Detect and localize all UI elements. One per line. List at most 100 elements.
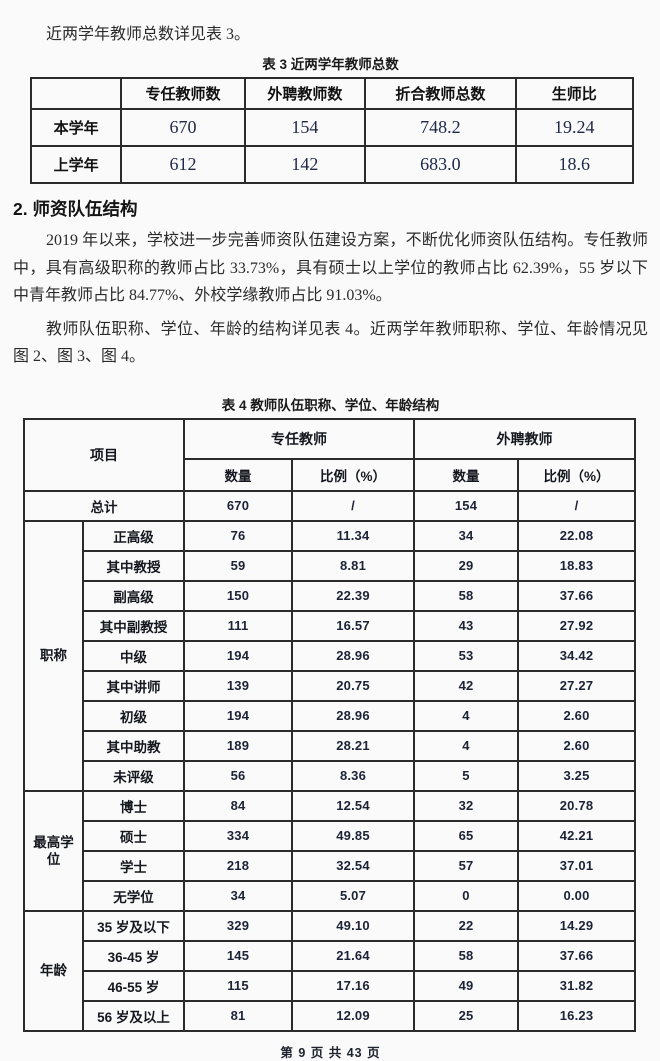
group-label-cell: 最高学位 — [23, 789, 84, 912]
table3-header-cell: 生师比 — [514, 77, 635, 110]
data-cell: 20.75 — [291, 669, 415, 702]
row-label: 56 岁及以上 — [82, 999, 185, 1032]
table3-header-cell: 折合教师总数 — [364, 77, 517, 110]
data-cell: 22.39 — [291, 579, 415, 612]
body-paragraph-1: 2019 年以来，学校进一步完善师资队伍建设方案，不断优化师资队伍结构。专任教师… — [13, 232, 648, 304]
data-cell: 27.27 — [517, 669, 636, 702]
data-cell: 34.42 — [517, 639, 636, 672]
data-cell: 32.54 — [291, 849, 415, 882]
row-label: 其中讲师 — [82, 669, 185, 702]
data-cell: 11.34 — [291, 519, 415, 552]
row-label: 35 岁及以下 — [82, 909, 185, 942]
table-row: 无学位 34 5.07 0 0.00 — [24, 879, 636, 912]
section-heading: 2. 师资队伍结构 — [13, 199, 138, 219]
data-cell: 34 — [183, 879, 293, 912]
data-cell: 59 — [183, 549, 293, 582]
data-cell: 18.6 — [514, 145, 635, 184]
row-label: 上学年 — [29, 145, 123, 184]
table-row: 初级 194 28.96 4 2.60 — [24, 699, 636, 732]
data-cell: 21.64 — [291, 939, 415, 972]
row-label: 其中教授 — [82, 549, 185, 582]
table-row: 中级 194 28.96 53 34.42 — [24, 639, 636, 672]
data-cell: 194 — [183, 639, 293, 672]
data-cell: 16.57 — [291, 609, 415, 642]
data-cell: 81 — [183, 999, 293, 1032]
data-cell: 111 — [183, 609, 293, 642]
data-cell: 76 — [183, 519, 293, 552]
data-cell: 25 — [413, 999, 519, 1032]
group-label-cell: 职称 — [23, 519, 84, 792]
table3-header-cell: 外聘教师数 — [243, 77, 367, 110]
data-cell: 0.00 — [517, 879, 636, 912]
data-cell: 189 — [183, 729, 293, 762]
data-cell: 42.21 — [517, 819, 636, 852]
data-cell: 218 — [183, 849, 293, 882]
table-row: 学士 218 32.54 57 37.01 — [24, 849, 636, 882]
data-cell: 4 — [413, 729, 519, 762]
table3-header-cell: 专任教师数 — [120, 77, 246, 110]
table-row: 本学年 670 154 748.2 19.24 — [29, 108, 635, 147]
data-cell: 56 — [183, 759, 293, 792]
data-cell: 683.0 — [364, 145, 517, 184]
data-cell: 334 — [183, 819, 293, 852]
table-row: 其中助教 189 28.21 4 2.60 — [24, 729, 636, 762]
table-row: 其中副教授 111 16.57 43 27.92 — [24, 609, 636, 642]
data-cell: 748.2 — [364, 108, 517, 147]
data-cell: / — [291, 489, 415, 522]
data-cell: 329 — [183, 909, 293, 942]
data-cell: 3.25 — [517, 759, 636, 792]
group-label-cell: 年龄 — [23, 909, 84, 1032]
data-cell: 58 — [413, 939, 519, 972]
table3-header-row: 专任教师数 外聘教师数 折合教师总数 生师比 — [29, 77, 635, 110]
data-cell: 12.09 — [291, 999, 415, 1032]
table-row: 56 岁及以上 81 12.09 25 16.23 — [24, 999, 636, 1032]
row-label: 硕士 — [82, 819, 185, 852]
row-label: 36-45 岁 — [82, 939, 185, 972]
data-cell: 32 — [413, 789, 519, 822]
data-cell: 43 — [413, 609, 519, 642]
data-cell: 115 — [183, 969, 293, 1002]
data-cell: 14.29 — [517, 909, 636, 942]
data-cell: 16.23 — [517, 999, 636, 1032]
data-cell: 27.92 — [517, 609, 636, 642]
data-cell: 142 — [243, 145, 367, 184]
row-label: 未评级 — [82, 759, 185, 792]
data-cell: 154 — [413, 489, 519, 522]
data-cell: 22.08 — [517, 519, 636, 552]
row-label: 无学位 — [82, 879, 185, 912]
data-cell: 5.07 — [291, 879, 415, 912]
data-cell: 139 — [183, 669, 293, 702]
header-subcell: 比例（%） — [517, 457, 636, 492]
header-item-cell: 项目 — [23, 417, 185, 492]
row-label: 其中助教 — [82, 729, 185, 762]
row-label: 总计 — [23, 489, 185, 522]
table4-caption: 表 4 教师队伍职称、学位、年龄结构 — [221, 397, 440, 413]
data-cell: 22 — [413, 909, 519, 942]
data-cell: 154 — [243, 108, 367, 147]
data-cell: 150 — [183, 579, 293, 612]
data-cell: 37.66 — [517, 579, 636, 612]
data-cell: 5 — [413, 759, 519, 792]
data-cell: 49.85 — [291, 819, 415, 852]
row-label: 初级 — [82, 699, 185, 732]
data-cell: 49 — [413, 969, 519, 1002]
table4: 项目 专任教师 外聘教师 数量 比例（%） 数量 比例（%） 总计 670 / … — [23, 417, 636, 1032]
data-cell: 49.10 — [291, 909, 415, 942]
data-cell: 17.16 — [291, 969, 415, 1002]
header-subcell: 比例（%） — [291, 457, 415, 492]
row-label: 本学年 — [29, 108, 123, 147]
table-row: 其中讲师 139 20.75 42 27.27 — [24, 669, 636, 702]
table3-caption: 表 3 近两学年教师总数 — [262, 57, 399, 72]
data-cell: 145 — [183, 939, 293, 972]
header-subcell: 数量 — [413, 457, 519, 492]
page-footer: 第 9 页 共 43 页 — [280, 1045, 381, 1060]
row-label: 正高级 — [82, 519, 185, 552]
body-paragraph-2: 教师队伍职称、学位、年龄的结构详见表 4。近两学年教师职称、学位、年龄情况见图 … — [13, 320, 648, 366]
data-cell: 19.24 — [514, 108, 635, 147]
table-row: 36-45 岁 145 21.64 58 37.66 — [24, 939, 636, 972]
intro-paragraph: 近两学年教师总数详见表 3。 — [46, 26, 251, 43]
data-cell: 20.78 — [517, 789, 636, 822]
data-cell: 4 — [413, 699, 519, 732]
table-row: 职称 正高级 76 11.34 34 22.08 — [23, 519, 636, 792]
